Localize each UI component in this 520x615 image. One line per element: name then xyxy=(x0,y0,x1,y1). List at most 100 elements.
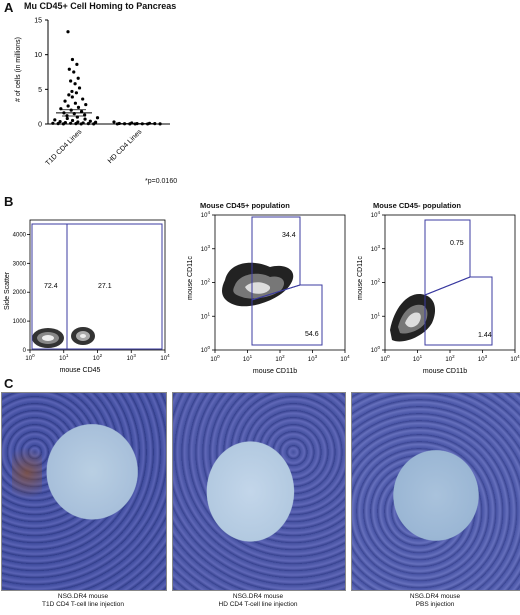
y-tick-label: 100 xyxy=(201,345,211,354)
infiltrate-region xyxy=(12,433,42,513)
data-point xyxy=(76,76,80,80)
x-tick-label: 100 xyxy=(210,354,220,363)
data-point xyxy=(56,122,60,126)
gate-label-top: 0.75 xyxy=(450,240,464,247)
data-point xyxy=(51,121,55,125)
data-point xyxy=(92,122,96,126)
x-tick-label: 101 xyxy=(413,354,423,363)
gate-label-right: 27.1 xyxy=(98,283,112,290)
data-point xyxy=(72,70,76,74)
panel-letter-a: A xyxy=(4,0,14,15)
gate-label-bottom: 54.6 xyxy=(305,331,319,338)
x-tick-label: 104 xyxy=(510,354,520,363)
y-tick-label: 104 xyxy=(201,210,211,219)
y-tick-label: 10 xyxy=(34,52,42,59)
data-point xyxy=(115,122,119,126)
y-tick-label: 100 xyxy=(371,345,381,354)
x-tick-label: 101 xyxy=(243,354,253,363)
caption-t1d: NSG.DR4 mouse T1D CD4 T-cell line inject… xyxy=(1,593,165,609)
histology-image-t1d xyxy=(1,392,167,591)
x-axis-label-cd11b: mouse CD11b xyxy=(423,368,467,375)
y-tick-label: 3000 xyxy=(13,261,27,267)
data-point xyxy=(84,102,88,107)
data-point xyxy=(67,67,71,71)
y-tick-label: 1000 xyxy=(13,319,27,325)
data-point xyxy=(70,118,75,123)
y-tick-label: 102 xyxy=(371,278,381,287)
caption-line2: T1D CD4 T-cell line injection xyxy=(42,601,124,608)
data-point xyxy=(79,122,83,126)
data-point xyxy=(158,122,162,126)
caption-line1: NSG.DR4 mouse xyxy=(57,593,109,600)
caption-hd: NSG.DR4 mouse HD CD4 T-cell line injecti… xyxy=(172,593,344,609)
panel-letter-b: B xyxy=(4,194,14,209)
data-point xyxy=(59,107,63,111)
x-axis-label-cd11b: mouse CD11b xyxy=(253,368,297,375)
data-point xyxy=(58,119,62,124)
data-point xyxy=(79,109,84,114)
data-point xyxy=(53,118,57,122)
data-point xyxy=(74,91,78,95)
y-tick-label: 0 xyxy=(38,122,42,129)
data-point xyxy=(65,116,69,121)
data-point xyxy=(86,122,90,126)
data-point xyxy=(76,105,81,109)
y-tick-label: 102 xyxy=(201,278,211,287)
x-axis-label-cd45: mouse CD45 xyxy=(60,367,101,374)
data-point xyxy=(67,93,71,97)
histology-image-hd xyxy=(172,392,346,591)
data-point xyxy=(75,62,79,66)
y-tick-label: 101 xyxy=(201,311,211,320)
data-point xyxy=(74,122,78,126)
gate-label-left: 72.4 xyxy=(44,283,58,290)
y-tick-label: 101 xyxy=(371,311,381,320)
y-tick-label: 104 xyxy=(371,210,381,219)
y-tick-label: 5 xyxy=(38,87,42,94)
flow-plot-cd45-neg: 0.75 1.44 100 101 102 103 104 100 101 102 103 10… xyxy=(357,210,520,375)
data-point xyxy=(77,86,82,90)
y-tick-label: 103 xyxy=(371,244,381,253)
data-point xyxy=(88,119,92,123)
data-point xyxy=(73,101,77,105)
caption-line2: PBS injection xyxy=(415,601,455,608)
caption-line1: NSG.DR4 mouse xyxy=(409,593,461,600)
x-tick-label: 100 xyxy=(380,354,390,363)
plot2-title: Mouse CD45+ population xyxy=(200,201,290,210)
p-value-label: *p=0.0160 xyxy=(145,178,178,185)
y-tick-label: 103 xyxy=(201,244,211,253)
data-point xyxy=(61,122,66,126)
y-tick-label: 0 xyxy=(23,348,27,354)
x-tick-label: 103 xyxy=(127,353,137,362)
plot3-title: Mouse CD45- population xyxy=(373,201,461,210)
x-tick-label: 102 xyxy=(93,353,103,362)
x-tick-label: 102 xyxy=(445,354,455,363)
data-point xyxy=(70,89,74,94)
data-point xyxy=(95,116,100,120)
data-point xyxy=(66,30,70,34)
panel-a-title: Mu CD45+ Cell Homing to Pancreas xyxy=(24,1,177,11)
data-point xyxy=(69,121,73,125)
caption-pbs: NSG.DR4 mouse PBS injection xyxy=(351,593,519,609)
histology-image-pbs xyxy=(351,392,520,591)
panel-letter-c: C xyxy=(4,376,14,391)
x-tick-label: 104 xyxy=(340,354,350,363)
homing-scatter-chart: 0 5 10 15 # of cells (in millions) T1D CD4 … xyxy=(15,18,170,167)
data-point xyxy=(112,120,116,124)
data-point xyxy=(73,82,77,86)
gate-label-bottom: 1.44 xyxy=(478,332,492,339)
x-tick-label-t1d: T1D CD4 Lines xyxy=(45,128,84,167)
x-tick-label-hd: HD CD4 Lines xyxy=(107,128,144,165)
y-axis-label-side-scatter: Side Scatter xyxy=(4,271,11,310)
y-axis-label-cd11c: mouse CD11c xyxy=(357,256,364,300)
gate-label-top: 34.4 xyxy=(282,232,296,239)
x-tick-label: 100 xyxy=(25,353,35,362)
y-axis-label: # of cells (in millions) xyxy=(15,37,22,102)
data-point xyxy=(70,95,74,99)
flow-plot-cd45: 72.4 27.1 0 1000 2000 3000 4000 100 101 102 103… xyxy=(4,219,170,374)
data-point xyxy=(63,99,67,103)
x-tick-label: 103 xyxy=(308,354,318,363)
data-point xyxy=(66,104,70,108)
x-tick-label: 102 xyxy=(275,354,285,363)
caption-line2: HD CD4 T-cell line injection xyxy=(218,601,298,608)
y-tick-label: 4000 xyxy=(13,232,27,238)
